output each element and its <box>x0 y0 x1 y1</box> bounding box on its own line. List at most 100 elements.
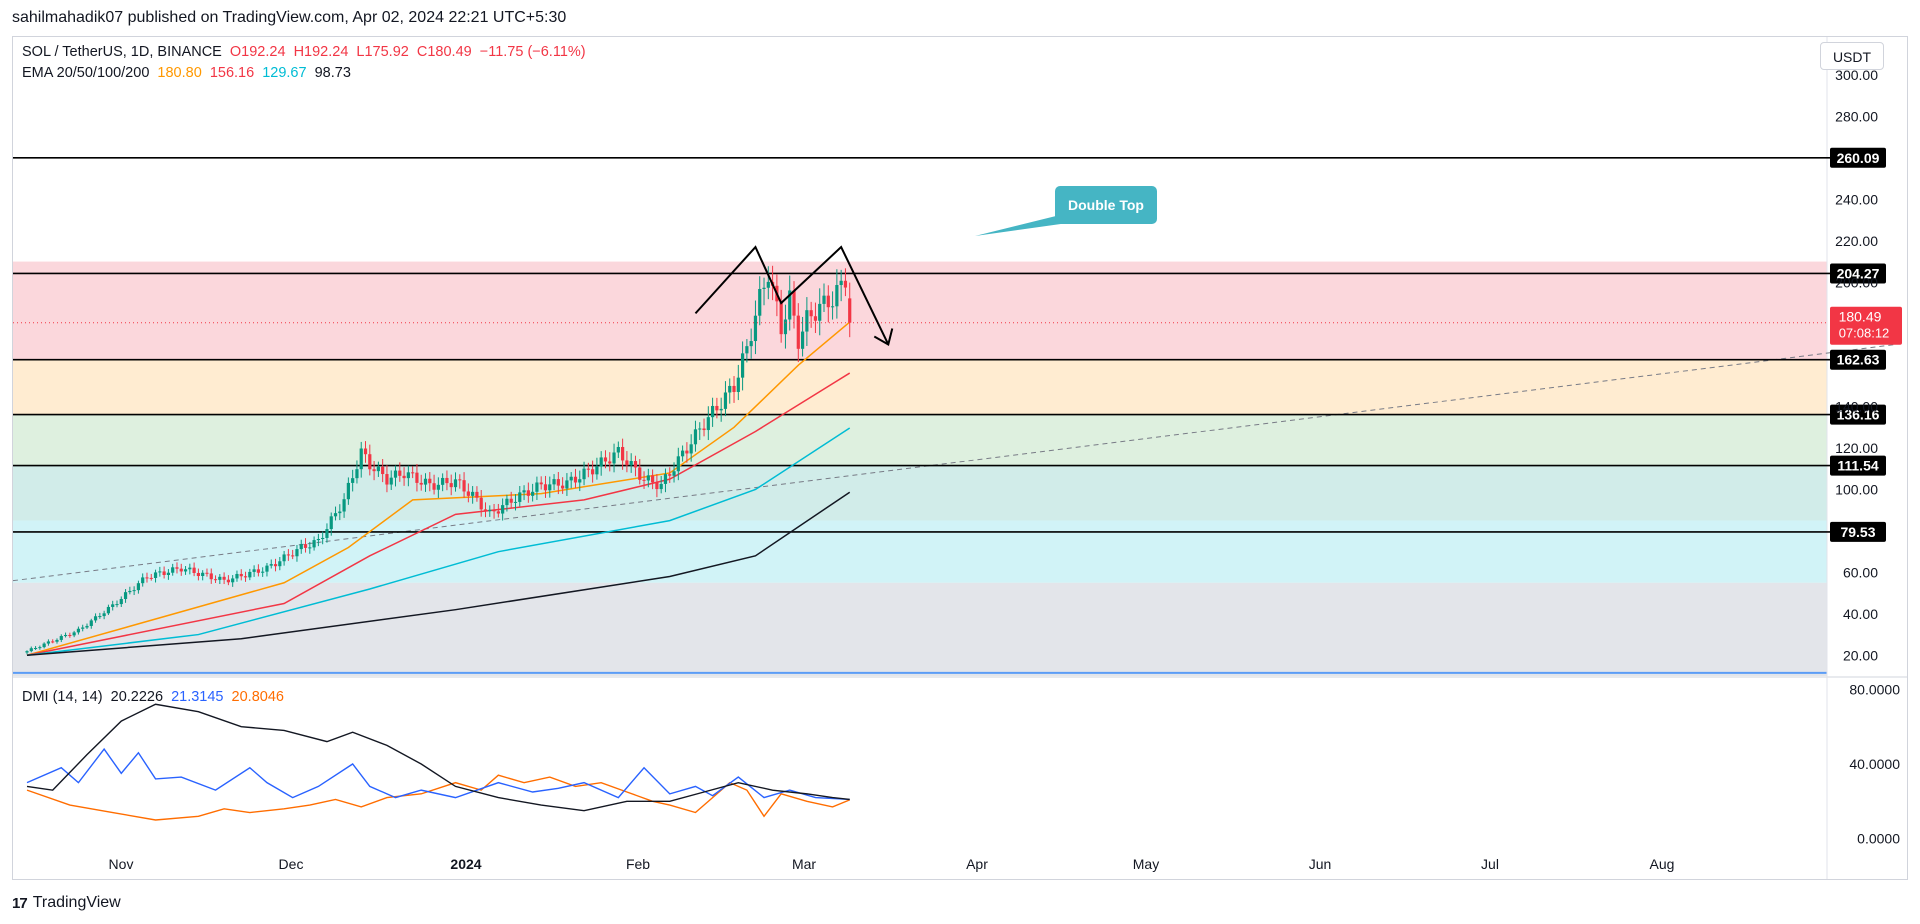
candle-body <box>565 480 569 489</box>
countdown-label: 07:08:12 <box>1839 326 1890 341</box>
close-value: C180.49 <box>416 44 472 60</box>
candle-body <box>222 576 226 580</box>
candle-body <box>719 408 723 411</box>
candle-body <box>312 540 316 548</box>
ema-line-3 <box>26 491 851 657</box>
currency-button[interactable]: USDT <box>1820 42 1884 70</box>
candle-body <box>578 479 582 483</box>
candle-body <box>539 482 543 485</box>
candle-body <box>46 641 51 644</box>
ema-label[interactable]: EMA 20/50/100/200 <box>22 65 150 81</box>
dmi-adx-line <box>26 703 850 812</box>
candle-body <box>693 429 698 445</box>
candle-body <box>145 577 149 579</box>
ema-legend: EMA 20/50/100/200 180.80 156.16 129.67 9… <box>22 65 355 81</box>
candle-body <box>213 579 218 581</box>
candle-body <box>243 576 248 578</box>
candle-body <box>702 428 706 431</box>
candle-body <box>329 516 333 530</box>
candle-body <box>63 634 68 637</box>
candle-body <box>368 454 372 470</box>
candle-body <box>406 472 410 479</box>
candle-body <box>616 447 620 453</box>
candle-body <box>321 537 325 539</box>
zone-band-3 <box>13 465 1827 521</box>
candle-body <box>753 315 758 342</box>
level-label-bg-4 <box>1830 455 1886 476</box>
candle-body <box>171 567 175 573</box>
dmi-plus-di-line <box>26 747 850 801</box>
candle-body <box>111 604 115 607</box>
candle-body <box>351 478 355 483</box>
dmi-tick-label-2: 0.0000 <box>1857 831 1900 847</box>
candle-body <box>830 306 835 308</box>
zone-band-5 <box>13 582 1827 676</box>
candle-body <box>359 448 363 470</box>
candle-body <box>569 476 573 481</box>
minus-di-value: 20.8046 <box>231 689 284 705</box>
candle-body <box>291 555 295 557</box>
candle-body <box>29 648 33 652</box>
candle-body <box>196 572 200 576</box>
candle-body <box>496 511 500 514</box>
callout-box[interactable] <box>1055 186 1157 224</box>
candle-body <box>466 491 470 496</box>
arrow-down-icon <box>873 328 894 346</box>
current-price-label-bg <box>1830 306 1902 345</box>
candle-body <box>822 295 826 304</box>
zone-band-0 <box>13 261 1827 360</box>
ema20-value: 180.80 <box>157 65 202 81</box>
candle-body <box>475 491 479 498</box>
adx-value: 20.2226 <box>110 689 164 705</box>
candle-body <box>333 513 338 517</box>
dmi-label[interactable]: DMI (14, 14) <box>22 689 103 705</box>
candle-body <box>423 478 428 485</box>
candle-body <box>526 490 530 496</box>
dmi-legend: DMI (14, 14) 20.2226 21.3145 20.8046 <box>22 689 288 705</box>
footer-brand[interactable]: TradingView <box>32 894 121 911</box>
candle-body <box>38 647 42 649</box>
candle-body <box>218 576 222 580</box>
candle-body <box>483 509 488 512</box>
candle-body <box>676 456 680 472</box>
callout-tail <box>975 215 1075 236</box>
x-tick-label-4: Mar <box>792 856 816 872</box>
y-tick-label-9: 40.00 <box>1843 606 1878 622</box>
x-tick-label-5: Apr <box>966 856 988 872</box>
candle-body <box>599 457 603 467</box>
zone-band-1 <box>13 359 1827 415</box>
plus-di-value: 21.3145 <box>171 689 224 705</box>
candle-body <box>462 480 466 492</box>
double-top-pattern[interactable] <box>694 245 890 345</box>
tradingview-logo-icon: 17 <box>12 894 28 912</box>
candle-body <box>415 472 419 483</box>
candle-body <box>552 479 556 485</box>
change-value: −11.75 (−6.11%) <box>479 44 586 60</box>
y-tick-label-0: 300.00 <box>1835 67 1878 83</box>
footer: 17 TradingView <box>12 894 121 912</box>
y-tick-label-7: 100.00 <box>1835 482 1878 498</box>
candle-body <box>286 554 290 556</box>
candle-body <box>175 567 179 569</box>
candle-body <box>843 280 848 288</box>
candle-body <box>428 478 432 484</box>
zone-band-4 <box>13 520 1827 583</box>
x-tick-label-0: Nov <box>109 856 134 872</box>
candle-body <box>256 569 260 573</box>
symbol-label[interactable]: SOL / TetherUS, 1D, BINANCE <box>22 44 222 60</box>
candle-body <box>711 405 715 418</box>
y-tick-label-1: 280.00 <box>1835 109 1878 125</box>
candle-body <box>809 310 813 317</box>
candle-body <box>651 475 655 483</box>
candle-body <box>591 469 595 475</box>
candle-body <box>458 479 462 481</box>
candle-body <box>432 483 436 490</box>
ema-line-0 <box>26 321 851 657</box>
candle-body <box>42 643 46 648</box>
candle-body <box>261 571 265 573</box>
candle-body <box>282 554 286 562</box>
x-tick-label-9: Aug <box>1650 856 1675 872</box>
candle-body <box>235 573 239 579</box>
candle-body <box>792 290 796 316</box>
